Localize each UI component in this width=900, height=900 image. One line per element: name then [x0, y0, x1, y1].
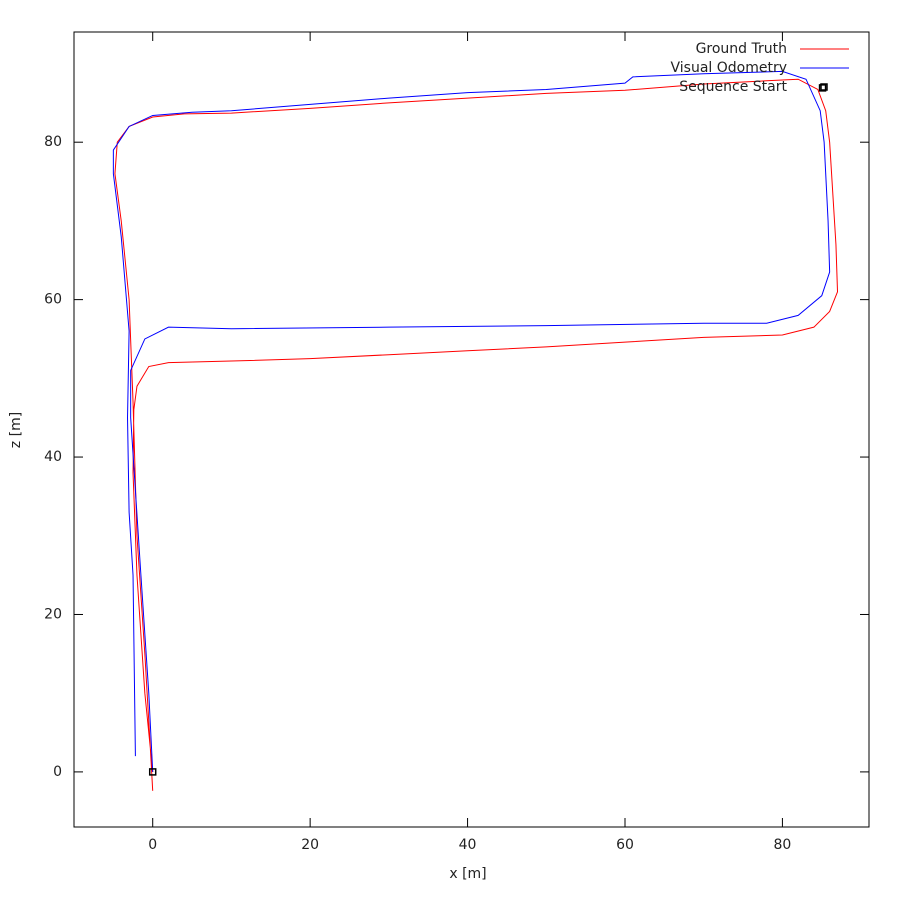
y-tick-label: 40	[44, 449, 62, 465]
legend-label: Ground Truth	[696, 41, 787, 57]
y-axis-label: z [m]	[8, 412, 24, 448]
x-tick-label: 0	[148, 837, 157, 853]
y-tick-label: 80	[44, 134, 62, 150]
legend-swatch	[820, 83, 828, 91]
x-axis-label: x [m]	[449, 866, 486, 882]
x-tick-label: 20	[301, 837, 319, 853]
start-marker	[148, 768, 157, 776]
legend-label: Sequence Start	[679, 79, 787, 95]
y-tick-label: 0	[53, 764, 62, 780]
y-tick-label: 60	[44, 292, 62, 308]
trajectory-line	[114, 78, 839, 791]
start-marker	[818, 84, 827, 92]
x-tick-label: 40	[459, 837, 477, 853]
x-tick-label: 60	[616, 837, 634, 853]
trajectory-line	[112, 70, 831, 772]
y-tick-label: 20	[44, 606, 62, 622]
plot-frame	[73, 31, 870, 828]
x-tick-label: 80	[774, 837, 792, 853]
legend-label: Visual Odometry	[671, 60, 788, 76]
